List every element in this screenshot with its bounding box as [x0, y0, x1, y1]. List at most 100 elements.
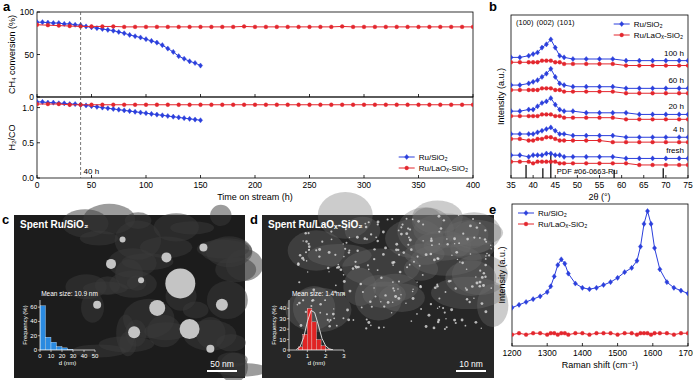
- scale-bar-label: 10 nm: [459, 359, 483, 369]
- marker: [562, 161, 566, 165]
- marker: [406, 103, 410, 107]
- curve-label: 100 h: [664, 49, 684, 58]
- particle: [425, 253, 428, 256]
- marker: [531, 107, 535, 112]
- marker: [144, 25, 148, 29]
- particle: [373, 287, 375, 289]
- series-line: [512, 211, 688, 308]
- marker: [553, 60, 557, 64]
- marker: [518, 114, 522, 118]
- marker: [438, 25, 442, 29]
- panel-letter: c: [2, 212, 9, 227]
- y-tick: [38, 307, 40, 308]
- marker: [182, 116, 186, 121]
- marker: [46, 102, 50, 106]
- x-tick-label: 1400: [573, 348, 592, 358]
- particle: [457, 259, 458, 260]
- x-tick-label: 200: [248, 180, 262, 190]
- particle: [380, 277, 382, 279]
- marker: [637, 140, 641, 144]
- marker: [552, 331, 556, 335]
- reference-line-label: 40 h: [84, 167, 100, 176]
- y-tick: [287, 329, 289, 330]
- marker: [428, 103, 432, 107]
- plot: 3540455055606570752θ (°)Intensity (a.u.)…: [496, 15, 693, 202]
- marker: [545, 135, 549, 139]
- fit-curve: [296, 310, 333, 349]
- particle: [420, 308, 422, 310]
- marker: [642, 331, 646, 335]
- marker: [133, 109, 137, 114]
- particle: [406, 266, 408, 268]
- particle: [149, 300, 165, 316]
- marker: [545, 333, 549, 337]
- reference-stick: [542, 168, 543, 178]
- marker: [664, 86, 668, 91]
- marker: [111, 28, 115, 33]
- marker: [128, 32, 132, 37]
- marker: [351, 103, 355, 107]
- plot: 0501001502002503003504000.00.51.0Time on…: [7, 12, 480, 202]
- particle: [427, 314, 430, 317]
- particle: [368, 221, 370, 223]
- particle: [387, 218, 389, 220]
- marker: [645, 209, 649, 214]
- marker: [198, 63, 202, 68]
- marker: [524, 299, 528, 304]
- texture: [210, 205, 231, 226]
- marker: [73, 101, 77, 106]
- marker: [549, 160, 553, 164]
- marker: [562, 82, 566, 87]
- x-tick: [37, 94, 38, 97]
- x-tick: [325, 350, 326, 352]
- particle: [444, 328, 446, 330]
- marker: [531, 60, 535, 64]
- x-tick: [555, 175, 556, 178]
- marker: [672, 285, 676, 290]
- marker: [527, 88, 531, 92]
- particle: [370, 233, 372, 235]
- marker: [89, 25, 93, 30]
- marker: [518, 153, 522, 158]
- particle: [363, 237, 366, 240]
- marker: [686, 86, 688, 91]
- marker: [549, 284, 553, 289]
- particle: [484, 276, 486, 278]
- particle: [395, 243, 398, 246]
- marker: [595, 331, 599, 335]
- x-tick: [309, 175, 310, 178]
- marker: [68, 103, 72, 107]
- legend-label: Ru/LaOₓ-SiO₂: [538, 220, 587, 229]
- x-tick-label: 0: [287, 353, 291, 359]
- plot-frame: [511, 15, 688, 178]
- marker: [549, 151, 553, 156]
- marker: [417, 25, 421, 29]
- marker: [518, 55, 522, 60]
- particle: [370, 324, 372, 326]
- marker: [535, 78, 539, 83]
- histogram-bar: [321, 346, 326, 350]
- particle: [336, 267, 338, 269]
- marker: [286, 103, 290, 107]
- x-tick-label: 1600: [643, 348, 662, 358]
- marker: [584, 133, 588, 138]
- marker: [664, 58, 668, 63]
- reference-label: PDF #06-0663-Ru: [557, 167, 618, 176]
- x-tick-label: 3: [342, 353, 346, 359]
- series-line: [511, 114, 688, 119]
- marker: [540, 113, 544, 117]
- x-tick: [473, 94, 474, 97]
- particle: [409, 239, 412, 242]
- marker: [438, 103, 442, 107]
- particle: [398, 254, 400, 256]
- marker: [637, 156, 641, 161]
- marker: [531, 114, 535, 118]
- histogram-bar: [51, 342, 57, 350]
- y-tick-label: 0: [34, 347, 38, 353]
- marker: [549, 86, 553, 90]
- particle: [446, 326, 448, 328]
- particle: [433, 258, 436, 261]
- series-line: [511, 39, 688, 60]
- particle: [485, 241, 487, 243]
- particle: [354, 265, 356, 267]
